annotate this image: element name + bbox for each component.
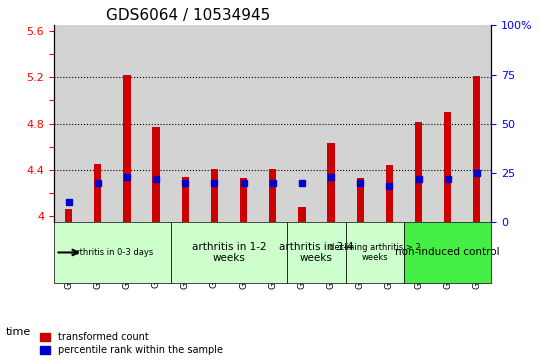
Bar — [298, 207, 306, 222]
Text: declining arthritis > 2
weeks: declining arthritis > 2 weeks — [329, 243, 421, 262]
Bar — [141, 25, 171, 222]
Bar — [375, 25, 404, 222]
Legend: transformed count, percentile rank within the sample: transformed count, percentile rank withi… — [37, 329, 226, 358]
Bar — [415, 122, 422, 222]
FancyBboxPatch shape — [346, 222, 404, 283]
Bar — [287, 25, 316, 222]
Bar — [200, 25, 229, 222]
Bar — [433, 25, 462, 222]
Bar — [240, 178, 247, 222]
Bar — [54, 25, 83, 222]
Bar — [123, 75, 131, 222]
Text: arthritis in 0-3 days: arthritis in 0-3 days — [71, 248, 153, 257]
FancyBboxPatch shape — [54, 222, 171, 283]
Bar — [65, 209, 72, 222]
Bar — [181, 177, 189, 222]
Bar — [171, 25, 200, 222]
Bar — [462, 25, 491, 222]
Bar — [269, 169, 276, 222]
Text: non-induced control: non-induced control — [395, 248, 500, 257]
Bar — [316, 25, 346, 222]
Text: arthritis in 3-4
weeks: arthritis in 3-4 weeks — [279, 242, 354, 263]
FancyBboxPatch shape — [404, 222, 491, 283]
FancyBboxPatch shape — [287, 222, 346, 283]
Bar — [327, 143, 335, 222]
Bar — [152, 127, 160, 222]
Bar — [211, 169, 218, 222]
Text: arthritis in 1-2
weeks: arthritis in 1-2 weeks — [192, 242, 266, 263]
Bar — [229, 25, 258, 222]
Bar — [356, 178, 364, 222]
Text: GDS6064 / 10534945: GDS6064 / 10534945 — [106, 8, 271, 23]
Bar — [444, 112, 451, 222]
Bar — [258, 25, 287, 222]
Bar — [346, 25, 375, 222]
Bar — [83, 25, 112, 222]
FancyBboxPatch shape — [171, 222, 287, 283]
Bar — [473, 76, 481, 222]
Bar — [112, 25, 141, 222]
Bar — [404, 25, 433, 222]
Bar — [94, 164, 102, 222]
Bar — [386, 165, 393, 222]
Text: time: time — [5, 327, 31, 337]
